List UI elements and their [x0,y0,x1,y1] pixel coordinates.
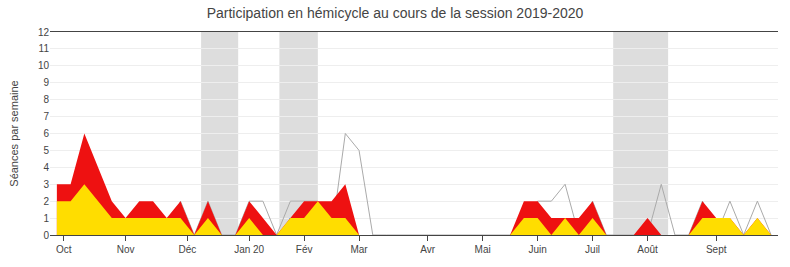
svg-text:10: 10 [38,60,50,71]
svg-text:12: 12 [38,27,50,38]
svg-text:Oct: Oct [56,244,72,255]
svg-text:Nov: Nov [117,244,135,255]
svg-text:6: 6 [43,128,49,139]
svg-text:11: 11 [39,43,50,54]
svg-text:Août: Août [637,244,658,255]
svg-text:2: 2 [43,196,49,207]
svg-text:4: 4 [43,162,49,173]
svg-text:0: 0 [43,230,49,241]
svg-text:8: 8 [43,94,49,105]
svg-text:Mar: Mar [350,244,368,255]
svg-text:1: 1 [43,213,49,224]
svg-text:5: 5 [43,145,49,156]
svg-text:Déc: Déc [178,244,196,255]
svg-text:Juil: Juil [585,244,600,255]
svg-text:Jan 20: Jan 20 [234,244,264,255]
svg-text:9: 9 [43,77,49,88]
svg-text:Avr: Avr [420,244,435,255]
svg-text:Juin: Juin [528,244,546,255]
svg-text:Séances par semaine: Séances par semaine [8,80,20,186]
svg-text:Fév: Fév [296,244,313,255]
svg-text:3: 3 [43,179,49,190]
svg-text:7: 7 [43,111,49,122]
svg-text:Participation en hémicycle au: Participation en hémicycle au cours de l… [207,5,584,21]
svg-text:Sept: Sept [706,244,727,255]
svg-text:Mai: Mai [475,244,491,255]
